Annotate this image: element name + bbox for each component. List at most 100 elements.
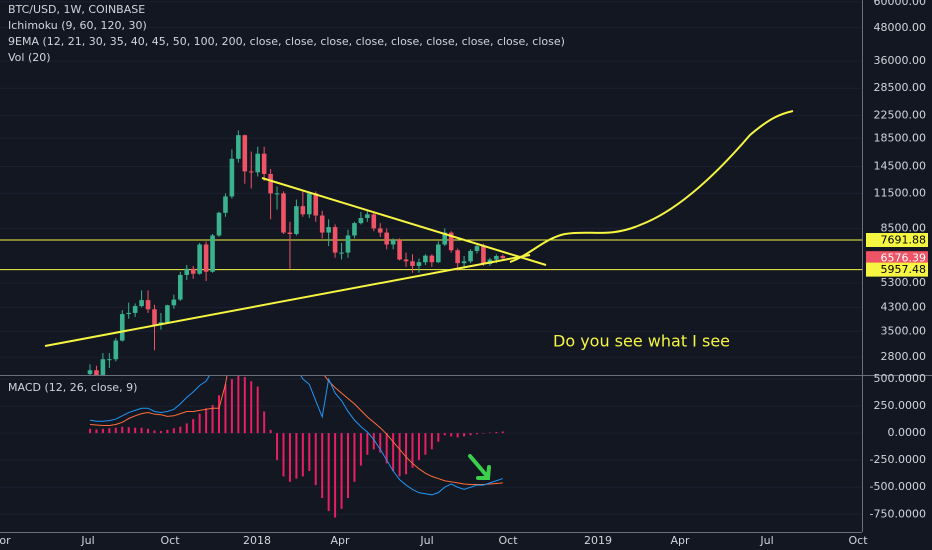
candle-body <box>410 261 415 266</box>
histogram-bar <box>250 381 253 434</box>
histogram-bar <box>159 430 162 434</box>
candle-body <box>455 250 460 264</box>
histogram-bar <box>263 411 266 434</box>
histogram-bar <box>127 427 130 434</box>
histogram-bar <box>463 433 466 437</box>
y-tick-label: 5300.00 <box>881 276 927 289</box>
y-tick-label: 14500.00 <box>874 160 927 173</box>
histogram-bar <box>153 430 156 434</box>
candle-body <box>365 214 370 219</box>
histogram-bar <box>405 433 408 475</box>
histogram-bar <box>192 419 195 434</box>
candle-body <box>281 193 286 233</box>
histogram-bar <box>456 433 459 438</box>
candle-body <box>313 193 319 216</box>
candle-body <box>139 300 144 307</box>
candle-body <box>377 228 383 233</box>
histogram-bar <box>95 429 98 434</box>
candle-body <box>242 135 248 172</box>
upper-trendline <box>261 177 547 266</box>
histogram-bar <box>488 432 491 434</box>
y-tick-label: 4300.00 <box>881 300 927 313</box>
histogram-bar <box>308 433 311 471</box>
level-badge <box>866 251 928 266</box>
candle-body <box>403 259 409 262</box>
y-tick-label: -750.0000 <box>870 507 926 520</box>
histogram-bar <box>379 433 382 453</box>
candle-body <box>500 256 506 259</box>
candle-body <box>126 312 131 315</box>
arrow <box>468 454 491 480</box>
y-tick-label: 22500.00 <box>874 109 927 122</box>
histogram-bar <box>340 433 343 509</box>
candle-body <box>429 255 435 263</box>
y-tick-label: 48000.00 <box>874 21 927 34</box>
candle-body <box>436 244 441 263</box>
candle-body <box>384 232 389 245</box>
price-pane <box>0 1 862 375</box>
y-tick-label: -250.0000 <box>870 453 926 466</box>
level-label: 5957.48 <box>881 263 927 276</box>
y-tick-label: 3500.00 <box>881 324 927 337</box>
candle-body <box>216 212 222 236</box>
histogram-bar <box>230 379 233 434</box>
histogram-bar <box>347 433 349 499</box>
histogram-bar <box>334 433 337 518</box>
histogram-bar <box>327 433 330 512</box>
x-tick-label: Jul <box>419 534 433 547</box>
macd-title: MACD (12, 26, close, 9) <box>8 381 137 394</box>
candle-body <box>184 268 190 275</box>
histogram-bar <box>353 433 356 482</box>
histogram-bar <box>185 423 188 434</box>
histogram-bar <box>430 433 433 450</box>
histogram-bar <box>205 408 208 434</box>
y-tick-label: 18500.00 <box>874 131 927 144</box>
histogram-bar <box>89 428 91 434</box>
histogram-bar <box>321 433 324 499</box>
x-tick-label: Apr <box>670 534 690 547</box>
y-tick-label: 500.0000 <box>874 372 927 385</box>
macd-pane <box>0 376 862 518</box>
histogram-bar <box>224 384 227 434</box>
candle-body <box>165 305 170 323</box>
level-label: 7691.88 <box>881 234 927 247</box>
candle-body <box>132 306 138 313</box>
candle-body <box>294 206 299 235</box>
candle-body <box>223 196 228 213</box>
level-badge <box>866 262 928 277</box>
histogram-bar <box>385 433 388 464</box>
candle-body <box>94 370 99 375</box>
histogram-bar <box>501 431 504 434</box>
candle-body <box>494 256 499 260</box>
histogram-bar <box>114 427 117 434</box>
y-tick-label: 28500.00 <box>874 81 927 94</box>
candle-body <box>190 268 196 274</box>
candle-body <box>345 235 351 253</box>
candle-body <box>100 359 106 375</box>
candle-body <box>442 232 448 245</box>
candle-body <box>229 158 235 197</box>
histogram-bar <box>450 433 453 437</box>
y-tick-label: 8500.00 <box>881 221 927 234</box>
drawings <box>44 110 794 347</box>
candle-body <box>268 173 273 194</box>
histogram-bar <box>172 428 175 434</box>
annotation: Do you see what I see <box>553 332 730 351</box>
y-tick-label: 2800.00 <box>881 350 927 363</box>
candle-body <box>107 359 112 361</box>
lower-trendline <box>44 254 531 347</box>
histogram-bar <box>140 427 143 434</box>
histogram-bar <box>276 433 279 461</box>
histogram-bar <box>108 428 111 434</box>
x-tick-label: 2019 <box>584 534 612 547</box>
candle-body <box>287 232 293 235</box>
histogram-bar <box>101 428 104 434</box>
candle-body <box>152 309 157 325</box>
histogram-bar <box>166 429 169 434</box>
histogram-bar <box>295 433 298 479</box>
y-tick-label: 250.0000 <box>874 399 927 412</box>
candle-body <box>307 193 312 215</box>
x-tick-label: Jul <box>759 534 773 547</box>
